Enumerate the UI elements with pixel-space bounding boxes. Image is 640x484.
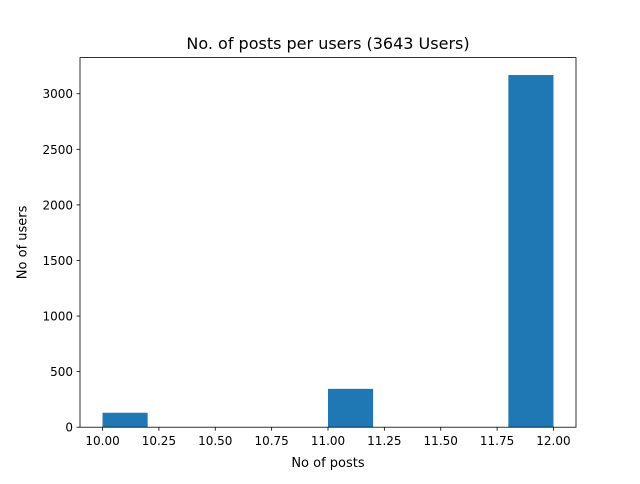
y-tick-label: 2000 (42, 198, 73, 212)
y-axis-ticks: 0 500 1000 1500 2000 2500 3000 (42, 87, 80, 435)
histogram-bar-2 (328, 388, 374, 428)
x-tick-label: 10.75 (254, 434, 288, 448)
x-tick-label: 11.75 (480, 434, 514, 448)
histogram-bar-1 (102, 412, 148, 428)
x-axis-ticks: 10.00 10.25 10.50 10.75 11.00 11.25 11.50 11.75… (85, 427, 571, 448)
plot-area-frame (79, 57, 577, 428)
histogram-bar-3 (508, 75, 554, 428)
y-axis-label: No of users (16, 205, 31, 279)
x-tick-label: 10.50 (198, 434, 232, 448)
x-tick-label: 11.00 (311, 434, 345, 448)
chart-title: No. of posts per users (3643 Users) (186, 34, 469, 53)
bars-layer (102, 75, 554, 428)
y-tick-label: 1000 (42, 310, 73, 324)
y-tick-label: 500 (50, 365, 73, 379)
x-tick-label: 10.25 (142, 434, 176, 448)
y-tick-label: 3000 (42, 87, 73, 101)
x-tick-label: 12.00 (536, 434, 570, 448)
x-axis-label: No of posts (291, 456, 365, 471)
y-tick-label: 1500 (42, 254, 73, 268)
y-tick-label: 2500 (42, 143, 73, 157)
y-tick-label: 0 (65, 421, 73, 435)
x-tick-label: 11.25 (367, 434, 401, 448)
x-tick-label: 10.00 (85, 434, 119, 448)
x-tick-label: 11.50 (424, 434, 458, 448)
